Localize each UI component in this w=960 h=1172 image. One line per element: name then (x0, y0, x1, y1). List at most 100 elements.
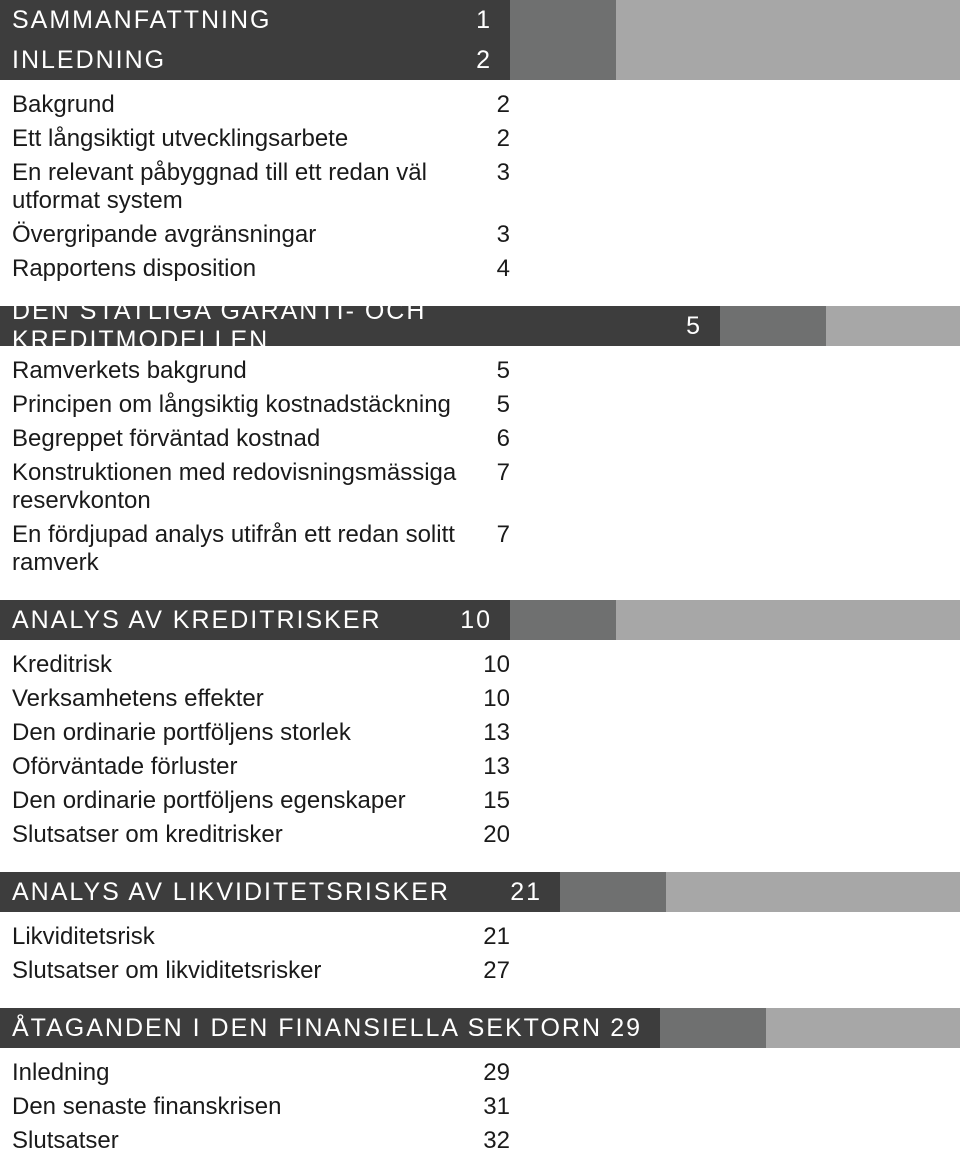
toc-item-label: Inledning (0, 1059, 109, 1087)
toc-item-label: Principen om långsiktig kostnadstäckning (0, 391, 451, 419)
section-page-number: 1 (476, 6, 492, 35)
toc-item-row[interactable]: Inledning 29 (0, 1056, 510, 1090)
section-items: Ramverkets bakgrund5Principen om långsik… (0, 346, 540, 594)
section-header-mid-stripe (660, 1008, 766, 1048)
section-header[interactable]: ANALYS AV KREDITRISKER 10 (0, 600, 960, 640)
section-header-dark: DEN STATLIGA GARANTI- OCH KREDITMODELLEN… (0, 306, 720, 346)
toc-item-row[interactable]: Konstruktionen med redovisningsmässiga r… (0, 456, 510, 518)
toc-item-page-number: 29 (483, 1059, 510, 1087)
section-page-number: 21 (510, 878, 542, 907)
section-title: ANALYS AV LIKVIDITETSRISKER (12, 878, 450, 907)
toc-item-page-number: 10 (483, 651, 510, 679)
section-header-mid-stripe (510, 40, 616, 80)
toc-item-page-number: 3 (497, 159, 510, 187)
section-items: Kreditrisk 10 Verksamhetens effekter 10 Den … (0, 640, 540, 866)
toc-item-label: Slutsatser (0, 1127, 119, 1155)
section-items: Inledning 29 Den senaste finanskrisen 31 Slu… (0, 1048, 540, 1172)
section-header-light-stripe (766, 1008, 960, 1048)
toc-item-label: Begreppet förväntad kostnad (0, 425, 320, 453)
section-title: SAMMANFATTNING (12, 6, 271, 35)
toc-item-row[interactable]: En relevant påbyggnad till ett redan väl… (0, 156, 510, 218)
toc-item-label: Ramverkets bakgrund (0, 357, 247, 385)
section-title: ÅTAGANDEN I DEN FINANSIELLA SEKTORN (12, 1014, 602, 1043)
toc-item-label: Den ordinarie portföljens egenskaper (0, 787, 406, 815)
toc-item-row[interactable]: Ett långsiktigt utvecklingsarbete 2 (0, 122, 510, 156)
toc-item-row[interactable]: Den ordinarie portföljens storlek 13 (0, 716, 510, 750)
section-items: Likviditetsrisk 21 Slutsatser om likvidite… (0, 912, 540, 1002)
toc-item-row[interactable]: Ramverkets bakgrund 5 (0, 354, 510, 388)
toc-item-label: Den senaste finanskrisen (0, 1093, 281, 1121)
toc-item-page-number: 7 (497, 521, 510, 549)
section-page-number: 29 (610, 1014, 642, 1043)
section-items: Bakgrund2Ett långsiktigt utvecklingsarbe… (0, 80, 540, 300)
toc-item-row[interactable]: Begreppet förväntad kostnad 6 (0, 422, 510, 456)
toc-item-label: Kreditrisk (0, 651, 112, 679)
toc-item-page-number: 7 (497, 459, 510, 487)
toc-item-page-number: 10 (483, 685, 510, 713)
toc-page: SAMMANFATTNING1INLEDNING2Bakgrund2Ett lå… (0, 0, 960, 1172)
toc-item-row[interactable]: Kreditrisk 10 (0, 648, 510, 682)
section-page-number: 10 (460, 606, 492, 635)
toc-item-row[interactable]: Likviditetsrisk 21 (0, 920, 510, 954)
toc-item-page-number: 5 (497, 357, 510, 385)
section-header-dark: ÅTAGANDEN I DEN FINANSIELLA SEKTORN 29 (0, 1008, 660, 1048)
toc-item-row[interactable]: Rapportens disposition4 (0, 252, 510, 286)
toc-item-row[interactable]: Slutsatser 32 (0, 1124, 510, 1158)
toc-item-page-number: 21 (483, 923, 510, 951)
section-title: ANALYS AV KREDITRISKER (12, 606, 382, 635)
toc-item-page-number: 5 (497, 391, 510, 419)
toc-item-page-number: 31 (483, 1093, 510, 1121)
section-header[interactable]: DEN STATLIGA GARANTI- OCH KREDITMODELLEN… (0, 306, 960, 346)
toc-item-page-number: 4 (497, 255, 510, 283)
section-header-mid-stripe (560, 872, 666, 912)
section-header-light-stripe (616, 0, 960, 40)
toc-item-page-number: 2 (497, 91, 510, 119)
section-header-light-stripe (826, 306, 960, 346)
toc-item-page-number: 13 (483, 719, 510, 747)
toc-item-row[interactable]: Slutsatser om kreditrisker 20 (0, 818, 510, 852)
toc-item-label: Verksamhetens effekter (0, 685, 264, 713)
toc-item-page-number: 3 (497, 221, 510, 249)
toc-item-page-number: 2 (497, 125, 510, 153)
toc-item-row[interactable]: Övergripande avgränsningar 3 (0, 218, 510, 252)
toc-item-label: Bakgrund (0, 91, 115, 119)
section-title: DEN STATLIGA GARANTI- OCH KREDITMODELLEN (12, 297, 686, 355)
toc-item-row[interactable]: Principen om långsiktig kostnadstäckning… (0, 388, 510, 422)
section-page-number: 2 (476, 46, 492, 75)
toc-item-label: En relevant påbyggnad till ett redan väl… (0, 159, 497, 215)
toc-item-row[interactable]: Verksamhetens effekter 10 (0, 682, 510, 716)
toc-item-page-number: 13 (483, 753, 510, 781)
toc-item-page-number: 20 (483, 821, 510, 849)
toc-item-label: Ett långsiktigt utvecklingsarbete (0, 125, 348, 153)
section-header-dark: ANALYS AV KREDITRISKER 10 (0, 600, 510, 640)
section-header-mid-stripe (510, 600, 616, 640)
toc-item-label: Slutsatser om likviditetsrisker (0, 957, 321, 985)
toc-item-page-number: 6 (497, 425, 510, 453)
toc-item-row[interactable]: Oförväntade förluster 13 (0, 750, 510, 784)
toc-item-row[interactable]: Den ordinarie portföljens egenskaper 15 (0, 784, 510, 818)
toc-item-page-number: 32 (483, 1127, 510, 1155)
toc-item-page-number: 27 (483, 957, 510, 985)
section-header-dark: INLEDNING 2 (0, 40, 510, 80)
toc-item-label: Slutsatser om kreditrisker (0, 821, 283, 849)
toc-item-row[interactable]: Slutsatser om likviditetsrisker 27 (0, 954, 510, 988)
section-header-light-stripe (666, 872, 960, 912)
toc-item-label: Övergripande avgränsningar (0, 221, 316, 249)
toc-item-label: Konstruktionen med redovisningsmässiga r… (0, 459, 497, 515)
toc-item-page-number: 15 (483, 787, 510, 815)
toc-item-label: Likviditetsrisk (0, 923, 155, 951)
toc-item-row[interactable]: Bakgrund 2 (0, 88, 510, 122)
section-title: INLEDNING (12, 46, 166, 75)
toc-item-row[interactable]: Den senaste finanskrisen 31 (0, 1090, 510, 1124)
section-header[interactable]: INLEDNING 2 (0, 40, 960, 80)
section-header-light-stripe (616, 600, 960, 640)
toc-item-label: Oförväntade förluster (0, 753, 237, 781)
section-header[interactable]: ÅTAGANDEN I DEN FINANSIELLA SEKTORN 29 (0, 1008, 960, 1048)
section-header[interactable]: SAMMANFATTNING 1 (0, 0, 960, 40)
toc-item-label: Den ordinarie portföljens storlek (0, 719, 351, 747)
section-header-dark: SAMMANFATTNING 1 (0, 0, 510, 40)
section-header[interactable]: ANALYS AV LIKVIDITETSRISKER 21 (0, 872, 960, 912)
toc-item-label: En fördjupad analys utifrån ett redan so… (0, 521, 497, 577)
toc-item-row[interactable]: En fördjupad analys utifrån ett redan so… (0, 518, 510, 580)
section-header-mid-stripe (510, 0, 616, 40)
